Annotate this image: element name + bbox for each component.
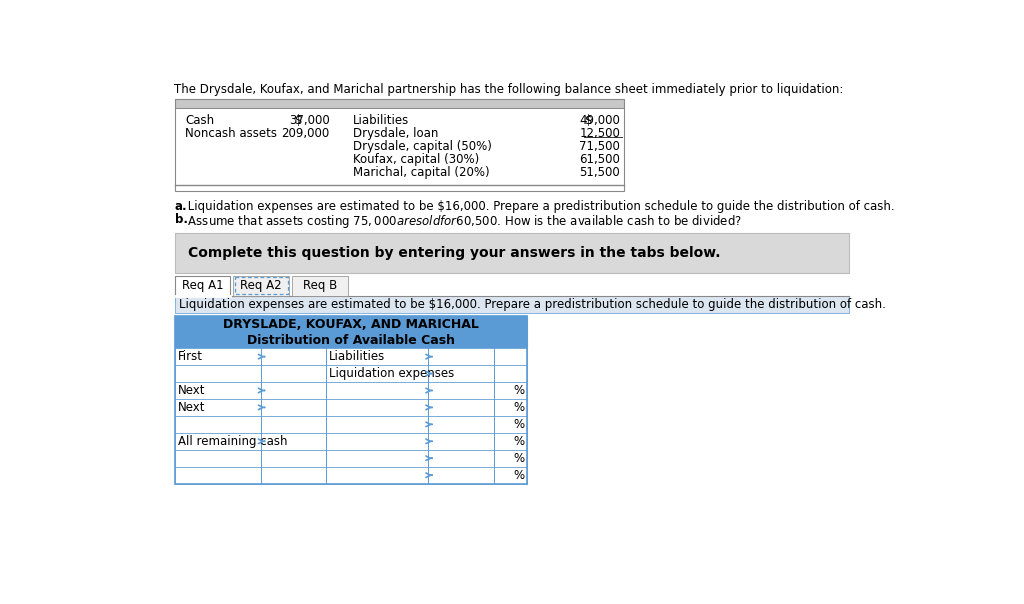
Bar: [174, 296, 849, 313]
Text: 209,000: 209,000: [282, 127, 330, 140]
Bar: [174, 98, 624, 191]
Bar: [174, 98, 624, 108]
Text: Liabilities: Liabilities: [352, 114, 409, 127]
Bar: [174, 316, 527, 333]
Text: All remaining cash: All remaining cash: [177, 435, 287, 448]
Text: 71,500: 71,500: [580, 140, 621, 153]
Bar: [174, 467, 527, 484]
Bar: [174, 348, 527, 365]
Text: %: %: [514, 401, 524, 414]
Text: Cash: Cash: [185, 114, 214, 127]
Text: Liquidation expenses are estimated to be $16,000. Prepare a predistribution sche: Liquidation expenses are estimated to be…: [179, 298, 886, 310]
Text: %: %: [514, 452, 524, 464]
Text: Distribution of Available Cash: Distribution of Available Cash: [247, 334, 455, 347]
Text: First: First: [177, 350, 203, 363]
Text: b.: b.: [174, 213, 187, 226]
Bar: [234, 277, 288, 294]
Bar: [174, 450, 527, 467]
Text: 49,000: 49,000: [580, 114, 621, 127]
Text: Drysdale, capital (50%): Drysdale, capital (50%): [352, 140, 492, 153]
Text: Complete this question by entering your answers in the tabs below.: Complete this question by entering your …: [188, 246, 721, 260]
Text: Req B: Req B: [303, 279, 337, 292]
Bar: [174, 399, 527, 416]
Bar: [174, 416, 527, 433]
Text: %: %: [514, 435, 524, 448]
Text: Next: Next: [177, 401, 205, 414]
Text: %: %: [514, 418, 524, 431]
Text: Noncash assets: Noncash assets: [185, 127, 278, 140]
Text: The Drysdale, Koufax, and Marichal partnership has the following balance sheet i: The Drysdale, Koufax, and Marichal partn…: [174, 83, 844, 96]
Text: $: $: [586, 114, 593, 127]
Text: Koufax, capital (30%): Koufax, capital (30%): [352, 153, 479, 166]
Text: Req A2: Req A2: [241, 279, 283, 292]
Text: %: %: [514, 469, 524, 482]
Bar: [233, 276, 289, 296]
Bar: [174, 108, 624, 191]
Text: Req A1: Req A1: [181, 279, 223, 292]
Bar: [174, 316, 527, 484]
Bar: [292, 276, 348, 296]
Text: 37,000: 37,000: [289, 114, 330, 127]
Text: DRYSLADE, KOUFAX, AND MARICHAL: DRYSLADE, KOUFAX, AND MARICHAL: [223, 318, 479, 331]
Bar: [174, 382, 527, 399]
Bar: [174, 333, 527, 348]
Bar: [174, 433, 527, 450]
Text: Next: Next: [177, 384, 205, 397]
Text: %: %: [514, 384, 524, 397]
Bar: [174, 365, 527, 382]
Text: 51,500: 51,500: [580, 167, 621, 179]
Text: Liabilities: Liabilities: [330, 350, 385, 363]
Text: Assume that assets costing $75,000 are sold for $60,500. How is the available ca: Assume that assets costing $75,000 are s…: [183, 213, 741, 230]
Text: Liquidation expenses: Liquidation expenses: [330, 367, 455, 380]
Bar: [174, 233, 849, 272]
Text: 12,500: 12,500: [580, 127, 621, 140]
Text: Drysdale, loan: Drysdale, loan: [352, 127, 438, 140]
Text: Liquidation expenses are estimated to be $16,000. Prepare a predistribution sche: Liquidation expenses are estimated to be…: [183, 201, 894, 213]
Text: Marichal, capital (20%): Marichal, capital (20%): [352, 167, 489, 179]
Text: 61,500: 61,500: [580, 153, 621, 166]
Bar: [174, 276, 230, 296]
Text: $: $: [295, 114, 302, 127]
Text: a.: a.: [174, 201, 187, 213]
